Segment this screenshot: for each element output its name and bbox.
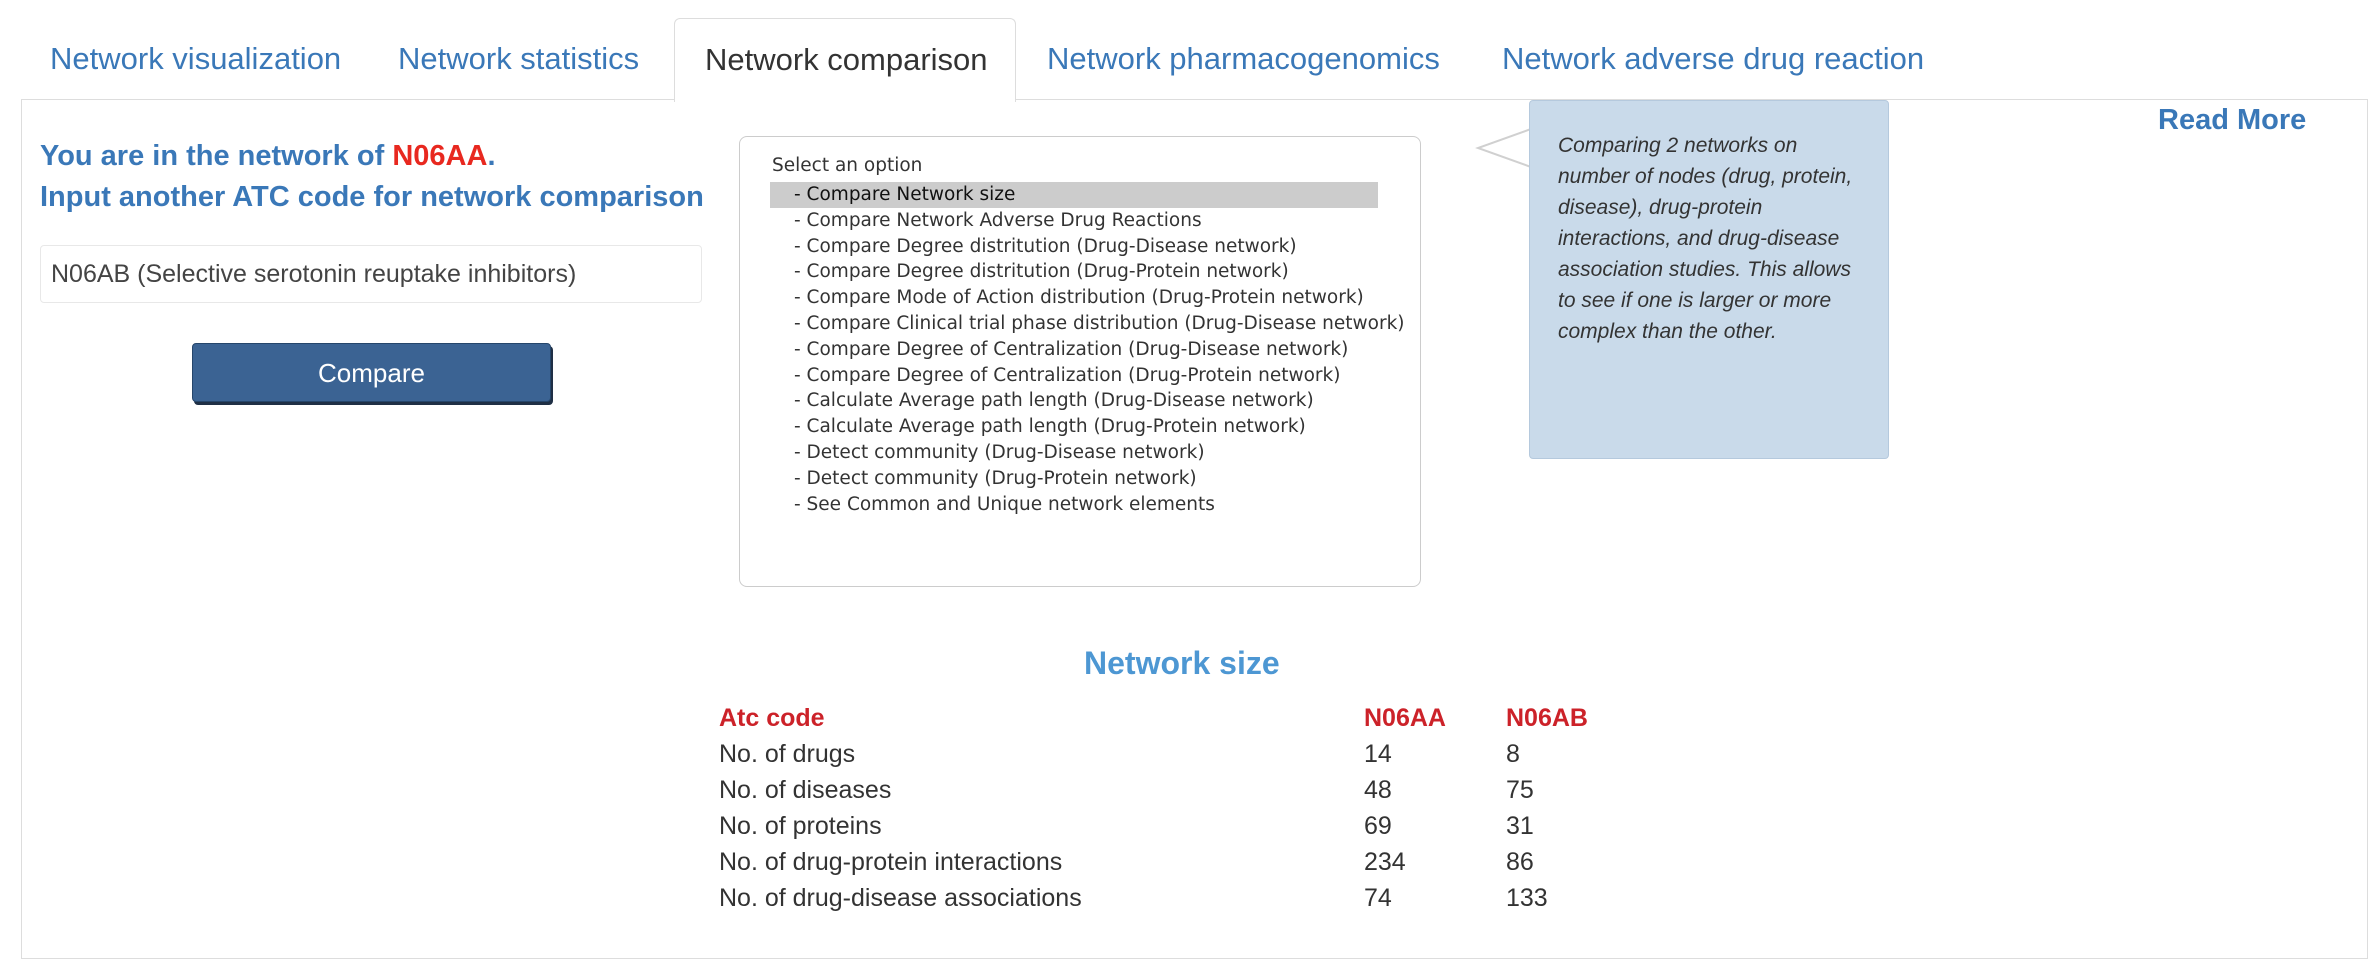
table-cell: No. of proteins: [719, 812, 882, 840]
option-item[interactable]: - Calculate Average path length (Drug-Di…: [794, 390, 1314, 412]
option-list: - Compare Network size - Compare Network …: [770, 182, 1405, 517]
table-row: No. of drug-protein interactions 234 86: [719, 844, 1619, 880]
table-row: No. of drug-disease associations 74 133: [719, 880, 1619, 916]
tab-network-adverse-drug-reaction[interactable]: Network adverse drug reaction: [1502, 41, 1925, 76]
tooltip-arrow: [1475, 128, 1531, 168]
option-item[interactable]: - Calculate Average path length (Drug-Pr…: [794, 416, 1306, 438]
table-row: No. of diseases 48 75: [719, 772, 1619, 808]
network-size-title: Network size: [1084, 645, 1280, 681]
tab-network-comparison[interactable]: Network comparison: [674, 18, 1016, 102]
option-item[interactable]: - Compare Degree of Centralization (Drug…: [794, 364, 1341, 386]
comparison-instruction: Input another ATC code for network compa…: [40, 181, 704, 213]
table-cell: 31: [1506, 812, 1534, 840]
current-network-heading: You are in the network of N06AA.: [40, 140, 496, 173]
table-cell: 14: [1364, 740, 1392, 768]
option-item[interactable]: - Detect community (Drug-Protein network…: [794, 467, 1197, 489]
option-select-label: Select an option: [772, 155, 923, 176]
table-row: No. of drugs 14 8: [719, 736, 1619, 772]
compare-button[interactable]: Compare: [192, 343, 551, 402]
current-network-suffix: .: [487, 140, 496, 172]
table-header-row: Atc code N06AA N06AB: [719, 700, 1619, 736]
option-item[interactable]: - Compare Degree distritution (Drug-Prot…: [794, 261, 1289, 283]
table-row: No. of proteins 69 31: [719, 808, 1619, 844]
comparison-option-select[interactable]: Select an option - Compare Network size -…: [739, 136, 1421, 587]
table-header-cell: N06AB: [1506, 704, 1588, 732]
current-atc-code: N06AA: [392, 140, 488, 172]
option-item[interactable]: - Compare Degree of Centralization (Drug…: [794, 338, 1349, 360]
table-cell: 69: [1364, 812, 1392, 840]
network-size-table: Atc code N06AA N06AB No. of drugs 14 8 No. of …: [719, 700, 1619, 916]
table-header-cell: Atc code: [719, 704, 825, 732]
atc-code-input[interactable]: N06AB (Selective serotonin reuptake inhi…: [40, 245, 702, 303]
table-cell: 133: [1506, 884, 1548, 912]
table-cell: 48: [1364, 776, 1392, 804]
table-cell: No. of drug-disease associations: [719, 884, 1082, 912]
table-cell: 74: [1364, 884, 1392, 912]
table-cell: No. of drugs: [719, 740, 856, 768]
option-item[interactable]: - Detect community (Drug-Disease network…: [794, 441, 1205, 463]
read-more-link[interactable]: Read More: [2158, 104, 2307, 136]
table-cell: 234: [1364, 848, 1406, 876]
option-description-tooltip: Comparing 2 networks on number of nodes …: [1529, 100, 1889, 459]
tab-bar: Network visualization Network statistics…: [0, 0, 2368, 102]
option-item[interactable]: - Compare Network Adverse Drug Reactions: [794, 209, 1202, 231]
table-cell: 8: [1506, 740, 1520, 768]
table-cell: 75: [1506, 776, 1534, 804]
option-item[interactable]: - Compare Network size: [770, 182, 1378, 208]
option-item[interactable]: - Compare Clinical trial phase distribut…: [794, 312, 1405, 334]
tab-network-pharmacogenomics[interactable]: Network pharmacogenomics: [1047, 41, 1440, 76]
tab-network-visualization[interactable]: Network visualization: [50, 41, 342, 76]
option-item[interactable]: - Compare Degree distritution (Drug-Dise…: [794, 235, 1297, 257]
tab-network-statistics[interactable]: Network statistics: [398, 41, 640, 76]
table-cell: No. of drug-protein interactions: [719, 848, 1063, 876]
option-item[interactable]: - Compare Mode of Action distribution (D…: [794, 287, 1364, 309]
option-item[interactable]: - See Common and Unique network elements: [794, 493, 1215, 515]
current-network-prefix: You are in the network of: [40, 140, 393, 172]
table-header-cell: N06AA: [1364, 704, 1446, 732]
table-cell: 86: [1506, 848, 1534, 876]
table-cell: No. of diseases: [719, 776, 892, 804]
